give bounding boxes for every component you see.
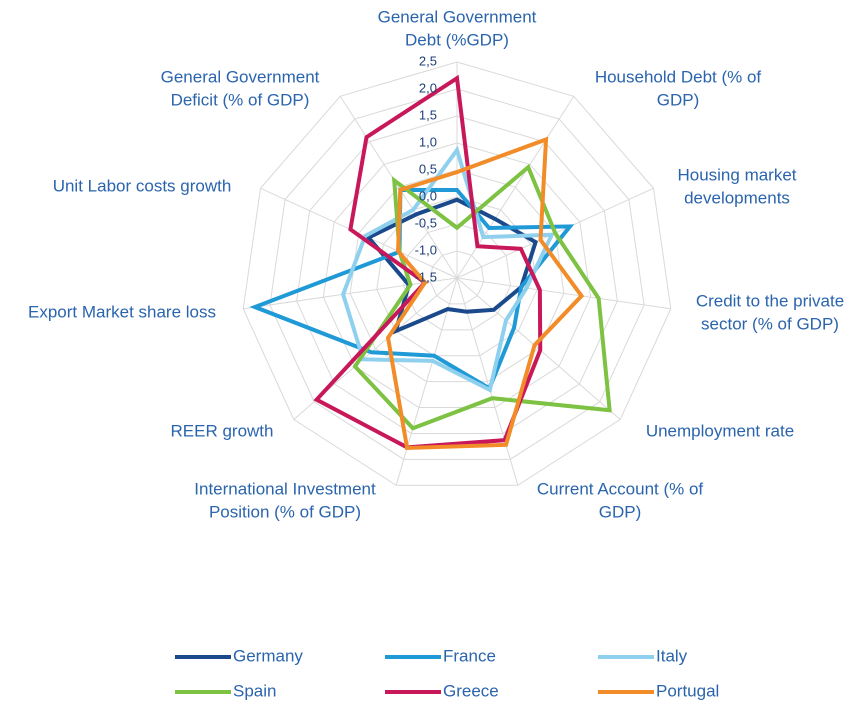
axis-label: Position (% of GDP) xyxy=(209,502,361,521)
grid-ring xyxy=(429,250,485,305)
axis-label: sector (% of GDP) xyxy=(701,314,839,333)
axis-label: General Government xyxy=(161,67,320,86)
spoke xyxy=(243,277,458,310)
axis-label: Unit Labor costs growth xyxy=(53,176,232,195)
grid-ring xyxy=(242,61,672,486)
legend-label: Portugal xyxy=(656,681,719,700)
axis-label: International Investment xyxy=(194,479,376,498)
legend-label: Germany xyxy=(233,646,303,665)
grid-ring xyxy=(269,88,645,460)
spoke xyxy=(395,277,458,486)
grid-ring xyxy=(322,142,592,409)
spoke xyxy=(339,96,458,279)
legend-label: France xyxy=(443,646,496,665)
tick-label: 0,5 xyxy=(419,161,437,176)
tick-label: 1,0 xyxy=(419,134,437,149)
tick-label: 2,0 xyxy=(419,80,437,95)
grid-ring xyxy=(296,115,618,434)
axis-label: Unemployment rate xyxy=(646,421,794,440)
legend-label: Spain xyxy=(233,681,276,700)
tick-label: -1,5 xyxy=(415,269,437,284)
axis-label: Export Market share loss xyxy=(28,302,216,321)
series-line xyxy=(365,197,538,335)
legend-label: Italy xyxy=(656,646,688,665)
axis-label: GDP) xyxy=(599,502,642,521)
tick-label: -1,0 xyxy=(415,242,437,257)
axis-label: Debt (%GDP) xyxy=(405,30,509,49)
axis-label: Housing market xyxy=(677,165,796,184)
axis-label: Credit to the private xyxy=(696,291,844,310)
tick-label: -0,5 xyxy=(415,215,437,230)
grid-ring xyxy=(403,223,511,331)
spoke xyxy=(456,277,671,310)
series-line xyxy=(385,136,585,450)
series-line xyxy=(313,74,543,450)
legend-label: Greece xyxy=(443,681,499,700)
axis-label: Household Debt (% of xyxy=(595,67,762,86)
axis-label: REER growth xyxy=(171,421,274,440)
axis-label: General Government xyxy=(378,7,537,26)
tick-label: 2,5 xyxy=(419,53,437,68)
spoke xyxy=(456,96,575,279)
axis-label: developments xyxy=(684,188,790,207)
axis-label: Deficit (% of GDP) xyxy=(171,90,310,109)
axis-label: Current Account (% of xyxy=(537,479,704,498)
axis-label: GDP) xyxy=(657,90,700,109)
tick-label: 1,5 xyxy=(419,107,437,122)
tick-label: 0,0 xyxy=(419,188,437,203)
